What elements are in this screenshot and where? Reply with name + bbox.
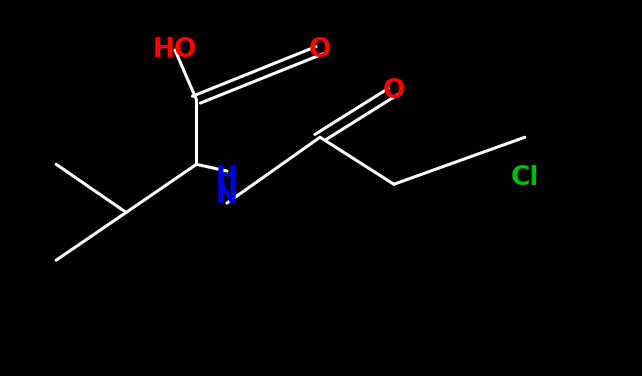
Text: O: O bbox=[309, 37, 331, 63]
Text: H: H bbox=[216, 165, 238, 191]
Text: HO: HO bbox=[153, 37, 197, 63]
Text: Cl: Cl bbox=[510, 165, 539, 191]
Text: N: N bbox=[216, 183, 238, 209]
Text: O: O bbox=[383, 78, 405, 104]
